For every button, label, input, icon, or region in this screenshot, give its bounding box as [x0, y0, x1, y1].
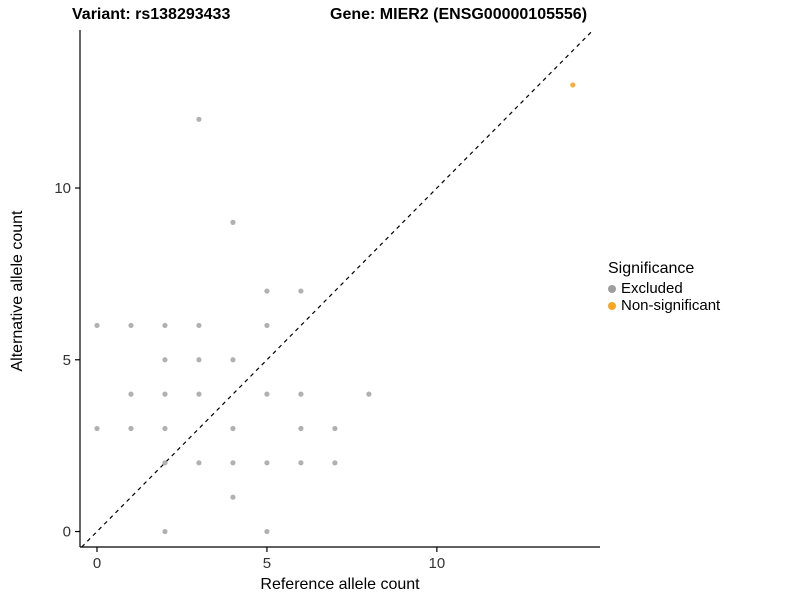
data-point-excluded [128, 425, 134, 432]
legend-key-dot [608, 284, 616, 293]
data-point-excluded [162, 460, 168, 466]
legend-key-dot [608, 301, 616, 310]
data-point-excluded [298, 460, 304, 466]
x-tick-label: 0 [93, 555, 101, 572]
y-axis-title: Alternative allele count [9, 210, 26, 372]
data-point-non-significant [570, 82, 576, 88]
data-point-excluded [332, 460, 338, 466]
data-point-excluded [196, 460, 202, 466]
y-tick-label: 0 [63, 524, 71, 541]
legend-item: Excluded [608, 280, 720, 297]
data-point-excluded [298, 288, 304, 294]
plot-title-gene: Gene: MIER2 (ENSG00000105556) [330, 6, 588, 23]
legend-items: Excluded Non-significant [608, 280, 720, 314]
legend-title: Significance [608, 260, 695, 277]
legend-label: Excluded [621, 280, 683, 297]
data-point-excluded [298, 391, 304, 397]
data-point-excluded [230, 357, 236, 363]
plot-title-variant: Variant: rs138293433 [72, 6, 231, 23]
data-point-excluded [94, 425, 100, 432]
data-point-excluded [162, 391, 168, 397]
data-point-excluded [264, 322, 270, 329]
data-point-excluded [128, 391, 134, 397]
data-point-excluded [230, 425, 236, 432]
data-point-excluded [264, 528, 270, 535]
data-point-excluded [94, 322, 100, 329]
data-point-excluded [264, 460, 270, 466]
data-point-excluded [196, 391, 202, 397]
data-point-excluded [230, 460, 236, 466]
data-point-excluded [128, 322, 134, 329]
data-point-excluded [264, 391, 270, 397]
x-tick-label: 10 [429, 555, 446, 572]
data-point-excluded [298, 425, 304, 432]
data-point-excluded [264, 288, 270, 294]
data-point-excluded [230, 494, 236, 500]
data-point-excluded [332, 425, 338, 432]
legend-item: Non-significant [608, 297, 720, 314]
data-point-excluded [366, 391, 372, 397]
legend: Significance Excluded Non-significant [608, 260, 720, 314]
data-point-excluded [162, 357, 168, 363]
x-axis-title: Reference allele count [260, 576, 420, 593]
data-point-excluded [196, 116, 202, 122]
data-point-excluded [162, 425, 168, 432]
y-tick-label: 10 [54, 180, 71, 197]
x-tick-label: 5 [263, 555, 271, 572]
data-point-excluded [196, 322, 202, 329]
legend-label: Non-significant [621, 297, 721, 314]
data-point-excluded [230, 219, 236, 225]
data-point-excluded [162, 322, 168, 329]
data-point-excluded [162, 528, 168, 535]
y-tick-label: 5 [63, 352, 71, 369]
identity-line [81, 29, 594, 548]
data-point-excluded [196, 357, 202, 363]
